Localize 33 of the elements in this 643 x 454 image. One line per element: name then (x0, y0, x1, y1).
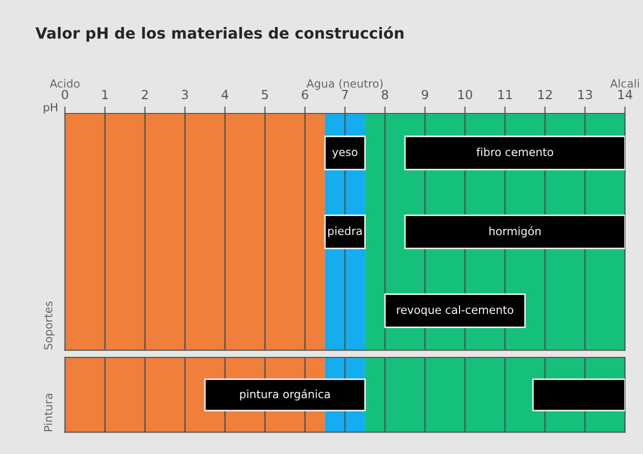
x-tick-label: 12 (538, 90, 552, 100)
x-tick-label: 8 (382, 90, 388, 100)
bar (324, 214, 366, 250)
text: Alcali (610, 79, 639, 88)
x-tick-label: 7 (342, 90, 348, 100)
text: Acido (50, 79, 80, 88)
x-tick-label: 14 (618, 90, 632, 100)
x-tick-label: 1 (102, 90, 108, 100)
x-tick-label: 3 (182, 90, 188, 100)
chart-title: Valor pH de los materiales de construcción (35, 26, 404, 42)
text: Agua (neutro) (306, 79, 383, 90)
data-label: yeso (332, 150, 358, 158)
data-label: fibro cemento (476, 148, 554, 156)
bar (324, 136, 366, 170)
data-label: piedra (328, 226, 362, 238)
x-tick-label: 4 (222, 90, 228, 100)
bar (404, 136, 625, 170)
x-tick-label: 13 (578, 90, 592, 100)
x-tick-label: 2 (142, 90, 148, 100)
bar (404, 214, 625, 250)
x-tick-label: 6 (302, 90, 308, 100)
x-tick-label: 11 (498, 90, 512, 100)
x-tick-label: 10 (458, 90, 472, 100)
x-tick-label: 5 (262, 90, 268, 100)
x-axis-title: pH (44, 103, 58, 114)
x-tick-label: 9 (422, 90, 428, 100)
bar (384, 293, 526, 328)
data-label: hormigón (489, 226, 541, 238)
x-tick-label: 0 (62, 90, 68, 100)
data-label: pintura orgánica (240, 389, 330, 400)
y-axis-title: Soportes (44, 301, 55, 350)
data-label: revoque cal-cemento (397, 305, 514, 316)
y-axis-title: Pintura (44, 394, 52, 432)
